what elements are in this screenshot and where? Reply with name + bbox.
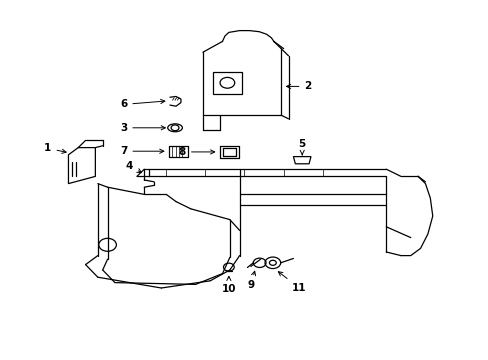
Text: 3: 3 [120, 123, 165, 133]
Text: 11: 11 [278, 272, 306, 293]
Text: 6: 6 [120, 99, 164, 109]
Text: 2: 2 [286, 81, 311, 91]
Text: 7: 7 [120, 146, 163, 156]
Text: 5: 5 [298, 139, 305, 155]
Text: 10: 10 [221, 276, 236, 294]
Text: 9: 9 [247, 271, 255, 290]
Text: 4: 4 [125, 161, 141, 173]
Bar [212, 72, 242, 94]
Text: 1: 1 [44, 143, 66, 153]
Text: 8: 8 [179, 147, 214, 157]
